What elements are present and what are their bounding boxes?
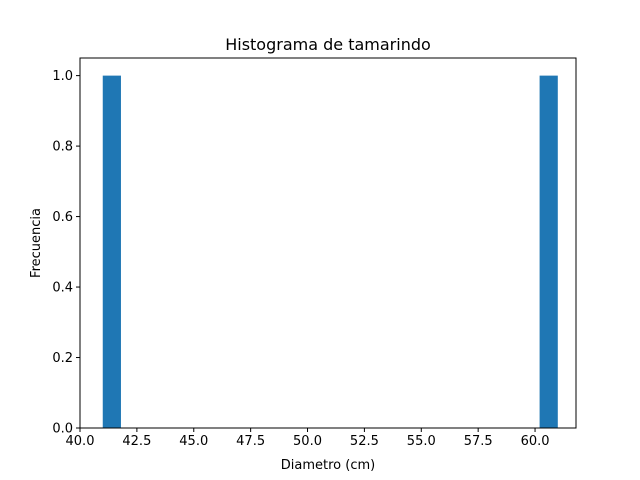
x-tick-label: 57.5 xyxy=(464,434,493,449)
histogram-bar xyxy=(102,75,121,428)
x-tick-label: 52.5 xyxy=(350,434,379,449)
x-tick-label: 55.0 xyxy=(407,434,436,449)
y-tick-label: 0.4 xyxy=(52,281,73,296)
y-axis-label: Frecuencia xyxy=(29,208,44,278)
x-tick-label: 50.0 xyxy=(293,434,322,449)
plot-frame xyxy=(79,57,577,429)
bars-group xyxy=(102,75,558,428)
x-tick-label: 45.0 xyxy=(179,434,208,449)
x-axis: 40.0 42.5 45.0 47.5 50.0 52.5 55.0 57.5 60.0 xyxy=(66,428,550,449)
x-tick-label: 40.0 xyxy=(66,434,95,449)
chart-title: Histograma de tamarindo xyxy=(225,35,431,54)
x-tick-label: 47.5 xyxy=(236,434,265,449)
x-tick-label: 42.5 xyxy=(122,434,151,449)
y-axis: 0.0 0.2 0.4 0.6 0.8 1.0 xyxy=(52,69,80,437)
y-tick-label: 0.0 xyxy=(52,422,73,437)
x-axis-label: Diametro (cm) xyxy=(281,458,375,473)
y-tick-label: 0.2 xyxy=(52,351,73,366)
y-tick-label: 1.0 xyxy=(52,69,73,84)
x-tick-label: 60.0 xyxy=(521,434,550,449)
y-tick-label: 0.6 xyxy=(52,210,73,225)
histogram-bar xyxy=(539,75,558,428)
y-tick-label: 0.8 xyxy=(52,140,73,155)
